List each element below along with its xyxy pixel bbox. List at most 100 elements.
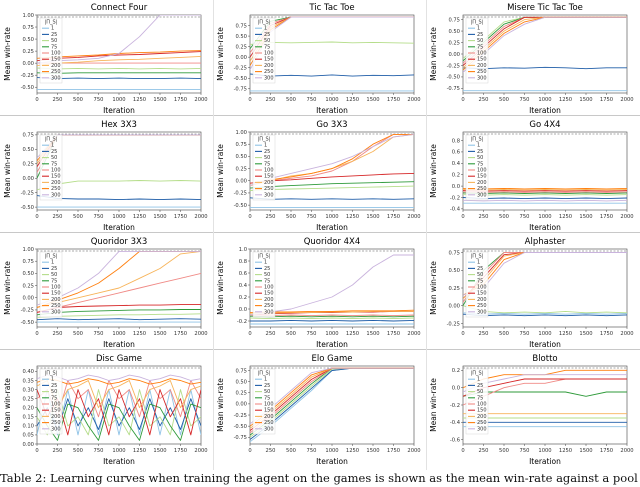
- series-line-150: [250, 172, 414, 184]
- x-tick-label: 0: [248, 97, 251, 103]
- x-tick-label: 750: [94, 448, 104, 454]
- x-axis-label: Iteration: [316, 457, 348, 466]
- legend-label: 100: [51, 168, 61, 174]
- y-tick-label: 0.50: [235, 34, 247, 40]
- legend-label: 25: [51, 149, 57, 155]
- x-tick-label: 2000: [620, 97, 633, 103]
- legend-label: 1: [477, 26, 480, 32]
- series-line-300: [250, 254, 414, 316]
- y-axis-label: Mean win-rate: [3, 261, 12, 315]
- legend-label: 25: [477, 266, 483, 272]
- legend-label: 25: [264, 266, 270, 272]
- x-tick-label: 250: [266, 214, 276, 220]
- x-tick-label: 2000: [194, 331, 207, 337]
- legend-label: 200: [264, 180, 274, 186]
- legend-label: 75: [51, 278, 57, 284]
- y-tick-label: -0.25: [234, 191, 247, 197]
- series-line-300: [37, 250, 201, 306]
- series-group: [463, 252, 627, 317]
- chart-panel: Hex 3X3 -0.50 -0.25 0.00 0.25 0.50 0.75 0 250 500…: [3, 118, 209, 232]
- y-tick-label: -0.25: [21, 308, 34, 314]
- legend-label: 200: [477, 297, 487, 303]
- chart-panel: Alphaster -0.25 0.00 0.25 0.50 0.75 0 250 500 750…: [429, 235, 635, 349]
- y-tick-label: -0.25: [447, 321, 460, 327]
- x-tick-label: 1500: [366, 214, 379, 220]
- x-tick-label: 0: [461, 214, 464, 220]
- x-tick-label: 0: [35, 97, 38, 103]
- series-line-150: [463, 190, 627, 192]
- series-line-25: [37, 398, 201, 430]
- series-line-50: [37, 389, 201, 436]
- series-group: [37, 134, 201, 208]
- chart-title: Elo Game: [312, 354, 353, 364]
- x-tick-label: 2000: [620, 448, 633, 454]
- series-line-25: [463, 313, 627, 317]
- y-tick-label: 0.8: [239, 259, 247, 265]
- x-axis-label: Iteration: [103, 457, 135, 466]
- series-line-25: [250, 197, 414, 200]
- series-line-300: [37, 134, 201, 159]
- legend-label: 25: [51, 266, 57, 272]
- legend-label: 25: [477, 383, 483, 389]
- y-tick-label: 0.00: [448, 304, 460, 310]
- legend-label: 150: [264, 291, 274, 297]
- x-tick-label: 1750: [600, 214, 613, 220]
- legend-label: 150: [264, 408, 274, 414]
- x-tick-label: 1750: [174, 448, 187, 454]
- legend-label: 250: [51, 420, 61, 426]
- legend-label: 50: [477, 38, 483, 44]
- legend-label: 25: [264, 149, 270, 155]
- y-tick-label: -0.25: [21, 73, 34, 79]
- x-tick-label: 1250: [133, 97, 146, 103]
- series-line-75: [250, 315, 414, 318]
- legend-label: 250: [51, 186, 61, 192]
- x-tick-label: 250: [53, 331, 63, 337]
- legend-label: 150: [477, 174, 487, 180]
- chart-panel: Quoridor 4X4 -0.2 0.0 0.2 0.4 0.6 0.8 1.0 0 250 50…: [216, 235, 422, 349]
- x-tick-label: 1250: [346, 214, 359, 220]
- y-tick-label: 0.2: [239, 295, 247, 301]
- legend-label: 200: [51, 414, 61, 420]
- x-tick-label: 2000: [194, 448, 207, 454]
- y-tick-label: 0.50: [235, 154, 247, 160]
- row-divider: [0, 115, 640, 116]
- legend-label: 250: [51, 69, 61, 75]
- y-tick-label: 0.00: [448, 52, 460, 58]
- x-tick-label: 500: [286, 448, 296, 454]
- legend-label: 1: [51, 143, 54, 149]
- legend-label: 75: [51, 395, 57, 401]
- legend-label: 250: [264, 420, 274, 426]
- chart-panel: Tic Tac Toe -0.75 -0.50 -0.25 0.00 0.25 0.50 0.…: [216, 1, 422, 115]
- x-tick-label: 1750: [174, 214, 187, 220]
- chart-svg: Go 4X4 -0.4 -0.2 0.0 0.2 0.4 0.6 0.8 0 250 500 750 1…: [429, 120, 634, 232]
- chart-svg: Alphaster -0.25 0.00 0.25 0.50 0.75 0 250 500 750…: [429, 237, 634, 349]
- series-group: [37, 250, 201, 323]
- figure-grid: Connect Four -0.50 -0.25 0.00 0.25 0.50 0.75 1.…: [3, 1, 635, 466]
- series-line-50: [463, 194, 627, 196]
- chart-title: Quoridor 4X4: [304, 237, 361, 247]
- x-tick-label: 0: [461, 331, 464, 337]
- legend-label: 100: [477, 402, 487, 408]
- legend-title: |Π_S|: [45, 371, 58, 377]
- series-group: [463, 187, 627, 204]
- legend-label: 25: [51, 383, 57, 389]
- y-tick-label: -0.75: [447, 86, 460, 92]
- y-tick-label: 0.25: [22, 49, 34, 55]
- series-line-50: [250, 317, 414, 320]
- x-tick-label: 1000: [538, 214, 551, 220]
- x-tick-label: 750: [520, 214, 530, 220]
- y-axis-label: Mean win-rate: [216, 261, 225, 315]
- y-tick-label: 0.25: [448, 40, 460, 46]
- legend-label: 200: [264, 297, 274, 303]
- legend-label: 50: [264, 38, 270, 44]
- x-tick-label: 2000: [194, 97, 207, 103]
- y-tick-label: 0.25: [22, 396, 34, 402]
- x-tick-label: 0: [35, 331, 38, 337]
- legend-label: 300: [477, 192, 487, 198]
- chart-panel: Quoridor 3X3 -0.50 -0.25 0.00 0.25 0.50 0.75 1.…: [3, 235, 209, 349]
- series-line-75: [463, 391, 627, 397]
- x-tick-label: 1250: [133, 214, 146, 220]
- x-tick-label: 1750: [174, 97, 187, 103]
- y-tick-label: -0.2: [450, 195, 460, 201]
- x-axis-label: Iteration: [103, 223, 135, 232]
